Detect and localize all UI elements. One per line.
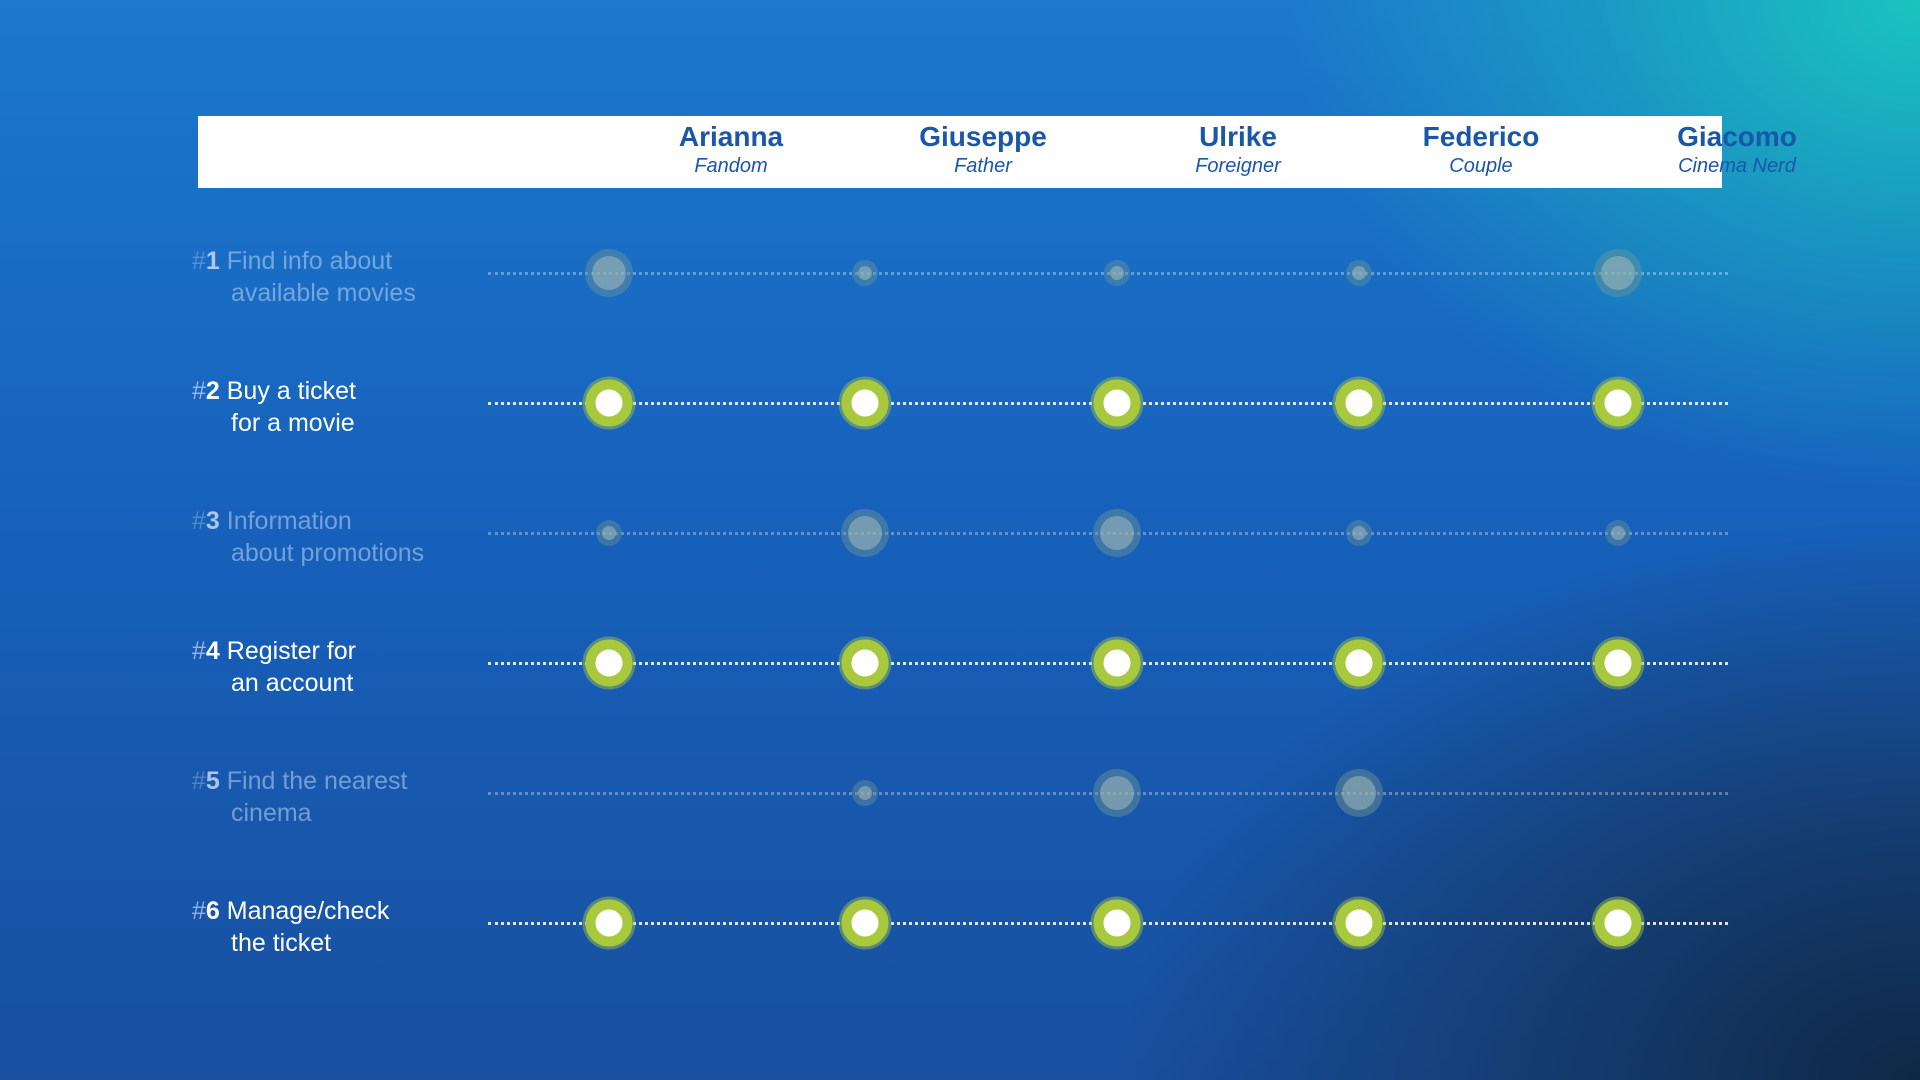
persona-arianna: Arianna Fandom xyxy=(611,116,851,178)
relevance-marker-ulrike xyxy=(1100,516,1134,550)
relevance-marker-arianna xyxy=(585,899,633,947)
relevance-marker-federico xyxy=(1352,266,1366,280)
relevance-marker-arianna xyxy=(585,379,633,427)
persona-header: Arianna Fandom Giuseppe Father Ulrike Fo… xyxy=(198,116,1797,188)
relevance-marker-giuseppe xyxy=(841,899,889,947)
relevance-marker-giuseppe xyxy=(858,266,872,280)
task-row-1: #1 Find info about available movies xyxy=(0,247,1920,307)
task-row-4: #4 Register for an account xyxy=(0,637,1920,697)
task-row-2: #2 Buy a ticket for a movie xyxy=(0,377,1920,437)
task-label: #4 Register for an account xyxy=(192,637,356,697)
relevance-marker-federico xyxy=(1335,379,1383,427)
persona-role: Father xyxy=(954,155,1012,177)
task-label: #3 Information about promotions xyxy=(192,507,425,567)
persona-name: Giuseppe xyxy=(919,121,1047,152)
relevance-marker-federico xyxy=(1335,899,1383,947)
persona-name: Ulrike xyxy=(1199,121,1277,152)
persona-role: Couple xyxy=(1449,155,1513,177)
relevance-marker-federico xyxy=(1352,526,1366,540)
task-row-3: #3 Information about promotions xyxy=(0,507,1920,567)
relevance-marker-giuseppe xyxy=(841,639,889,687)
task-label: #5 Find the nearest cinema xyxy=(192,767,408,827)
relevance-marker-giacomo xyxy=(1601,256,1635,290)
persona-name: Arianna xyxy=(678,121,784,152)
relevance-marker-federico xyxy=(1342,776,1376,810)
persona-giuseppe: Giuseppe Father xyxy=(863,116,1103,178)
relevance-marker-ulrike xyxy=(1093,639,1141,687)
persona-federico: Federico Couple xyxy=(1361,116,1601,178)
relevance-marker-giacomo xyxy=(1594,639,1642,687)
relevance-marker-arianna xyxy=(592,256,626,290)
relevance-marker-federico xyxy=(1335,639,1383,687)
persona-giacomo: Giacomo Cinema Nerd xyxy=(1617,116,1857,178)
task-label: #6 Manage/check the ticket xyxy=(192,897,390,957)
persona-ulrike: Ulrike Foreigner xyxy=(1118,116,1358,178)
relevance-marker-ulrike xyxy=(1100,776,1134,810)
relevance-marker-giacomo xyxy=(1594,379,1642,427)
relevance-marker-giacomo xyxy=(1611,526,1625,540)
relevance-marker-ulrike xyxy=(1093,899,1141,947)
relevance-marker-giuseppe xyxy=(841,379,889,427)
persona-role: Cinema Nerd xyxy=(1678,155,1796,177)
relevance-marker-arianna xyxy=(602,526,616,540)
persona-name: Federico xyxy=(1422,121,1540,152)
relevance-marker-ulrike xyxy=(1110,266,1124,280)
relevance-marker-giuseppe xyxy=(848,516,882,550)
persona-role: Fandom xyxy=(694,155,768,177)
persona-role: Foreigner xyxy=(1195,155,1281,177)
relevance-marker-ulrike xyxy=(1093,379,1141,427)
persona-name: Giacomo xyxy=(1677,121,1797,152)
relevance-marker-giacomo xyxy=(1594,899,1642,947)
task-label: #2 Buy a ticket for a movie xyxy=(192,377,356,437)
relevance-marker-arianna xyxy=(585,639,633,687)
task-row-5: #5 Find the nearest cinema xyxy=(0,767,1920,827)
task-row-6: #6 Manage/check the ticket xyxy=(0,897,1920,957)
task-label: #1 Find info about available movies xyxy=(192,247,416,307)
relevance-marker-giuseppe xyxy=(858,786,872,800)
dotted-row-line xyxy=(488,272,1728,275)
